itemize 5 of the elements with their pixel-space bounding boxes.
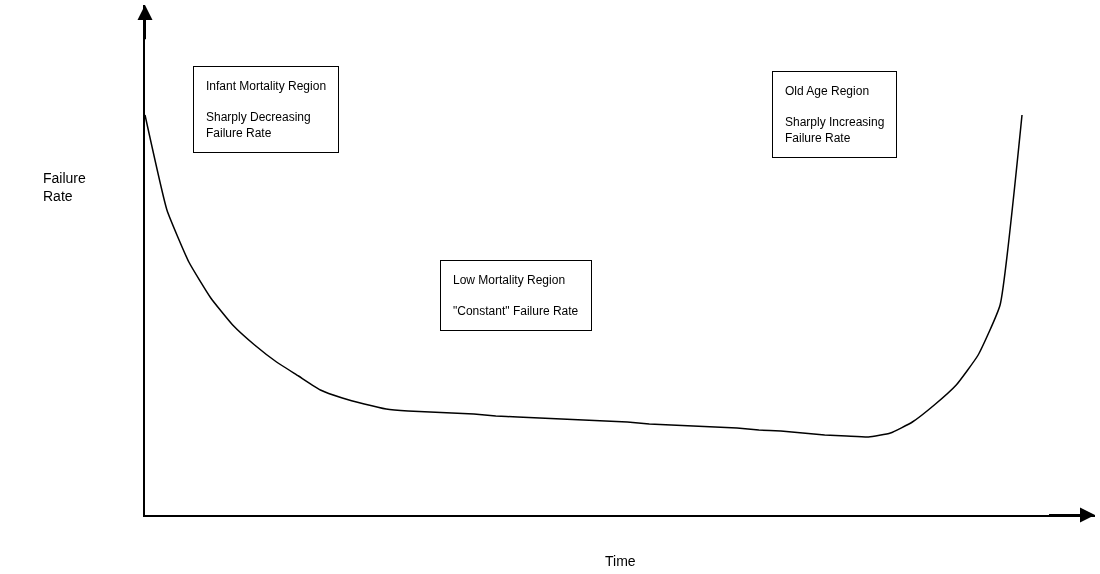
- y-axis-title: Failure Rate: [43, 170, 87, 205]
- x-axis-title: Time: [605, 553, 636, 569]
- text: Old Age Region Sharply Increasing Failure Rate: [785, 84, 885, 145]
- text: Low Mortality Region "Constant" Failure Rate: [453, 273, 579, 319]
- text: Infant Mortality Region Sharply Decreasing Failure Rate: [206, 79, 327, 140]
